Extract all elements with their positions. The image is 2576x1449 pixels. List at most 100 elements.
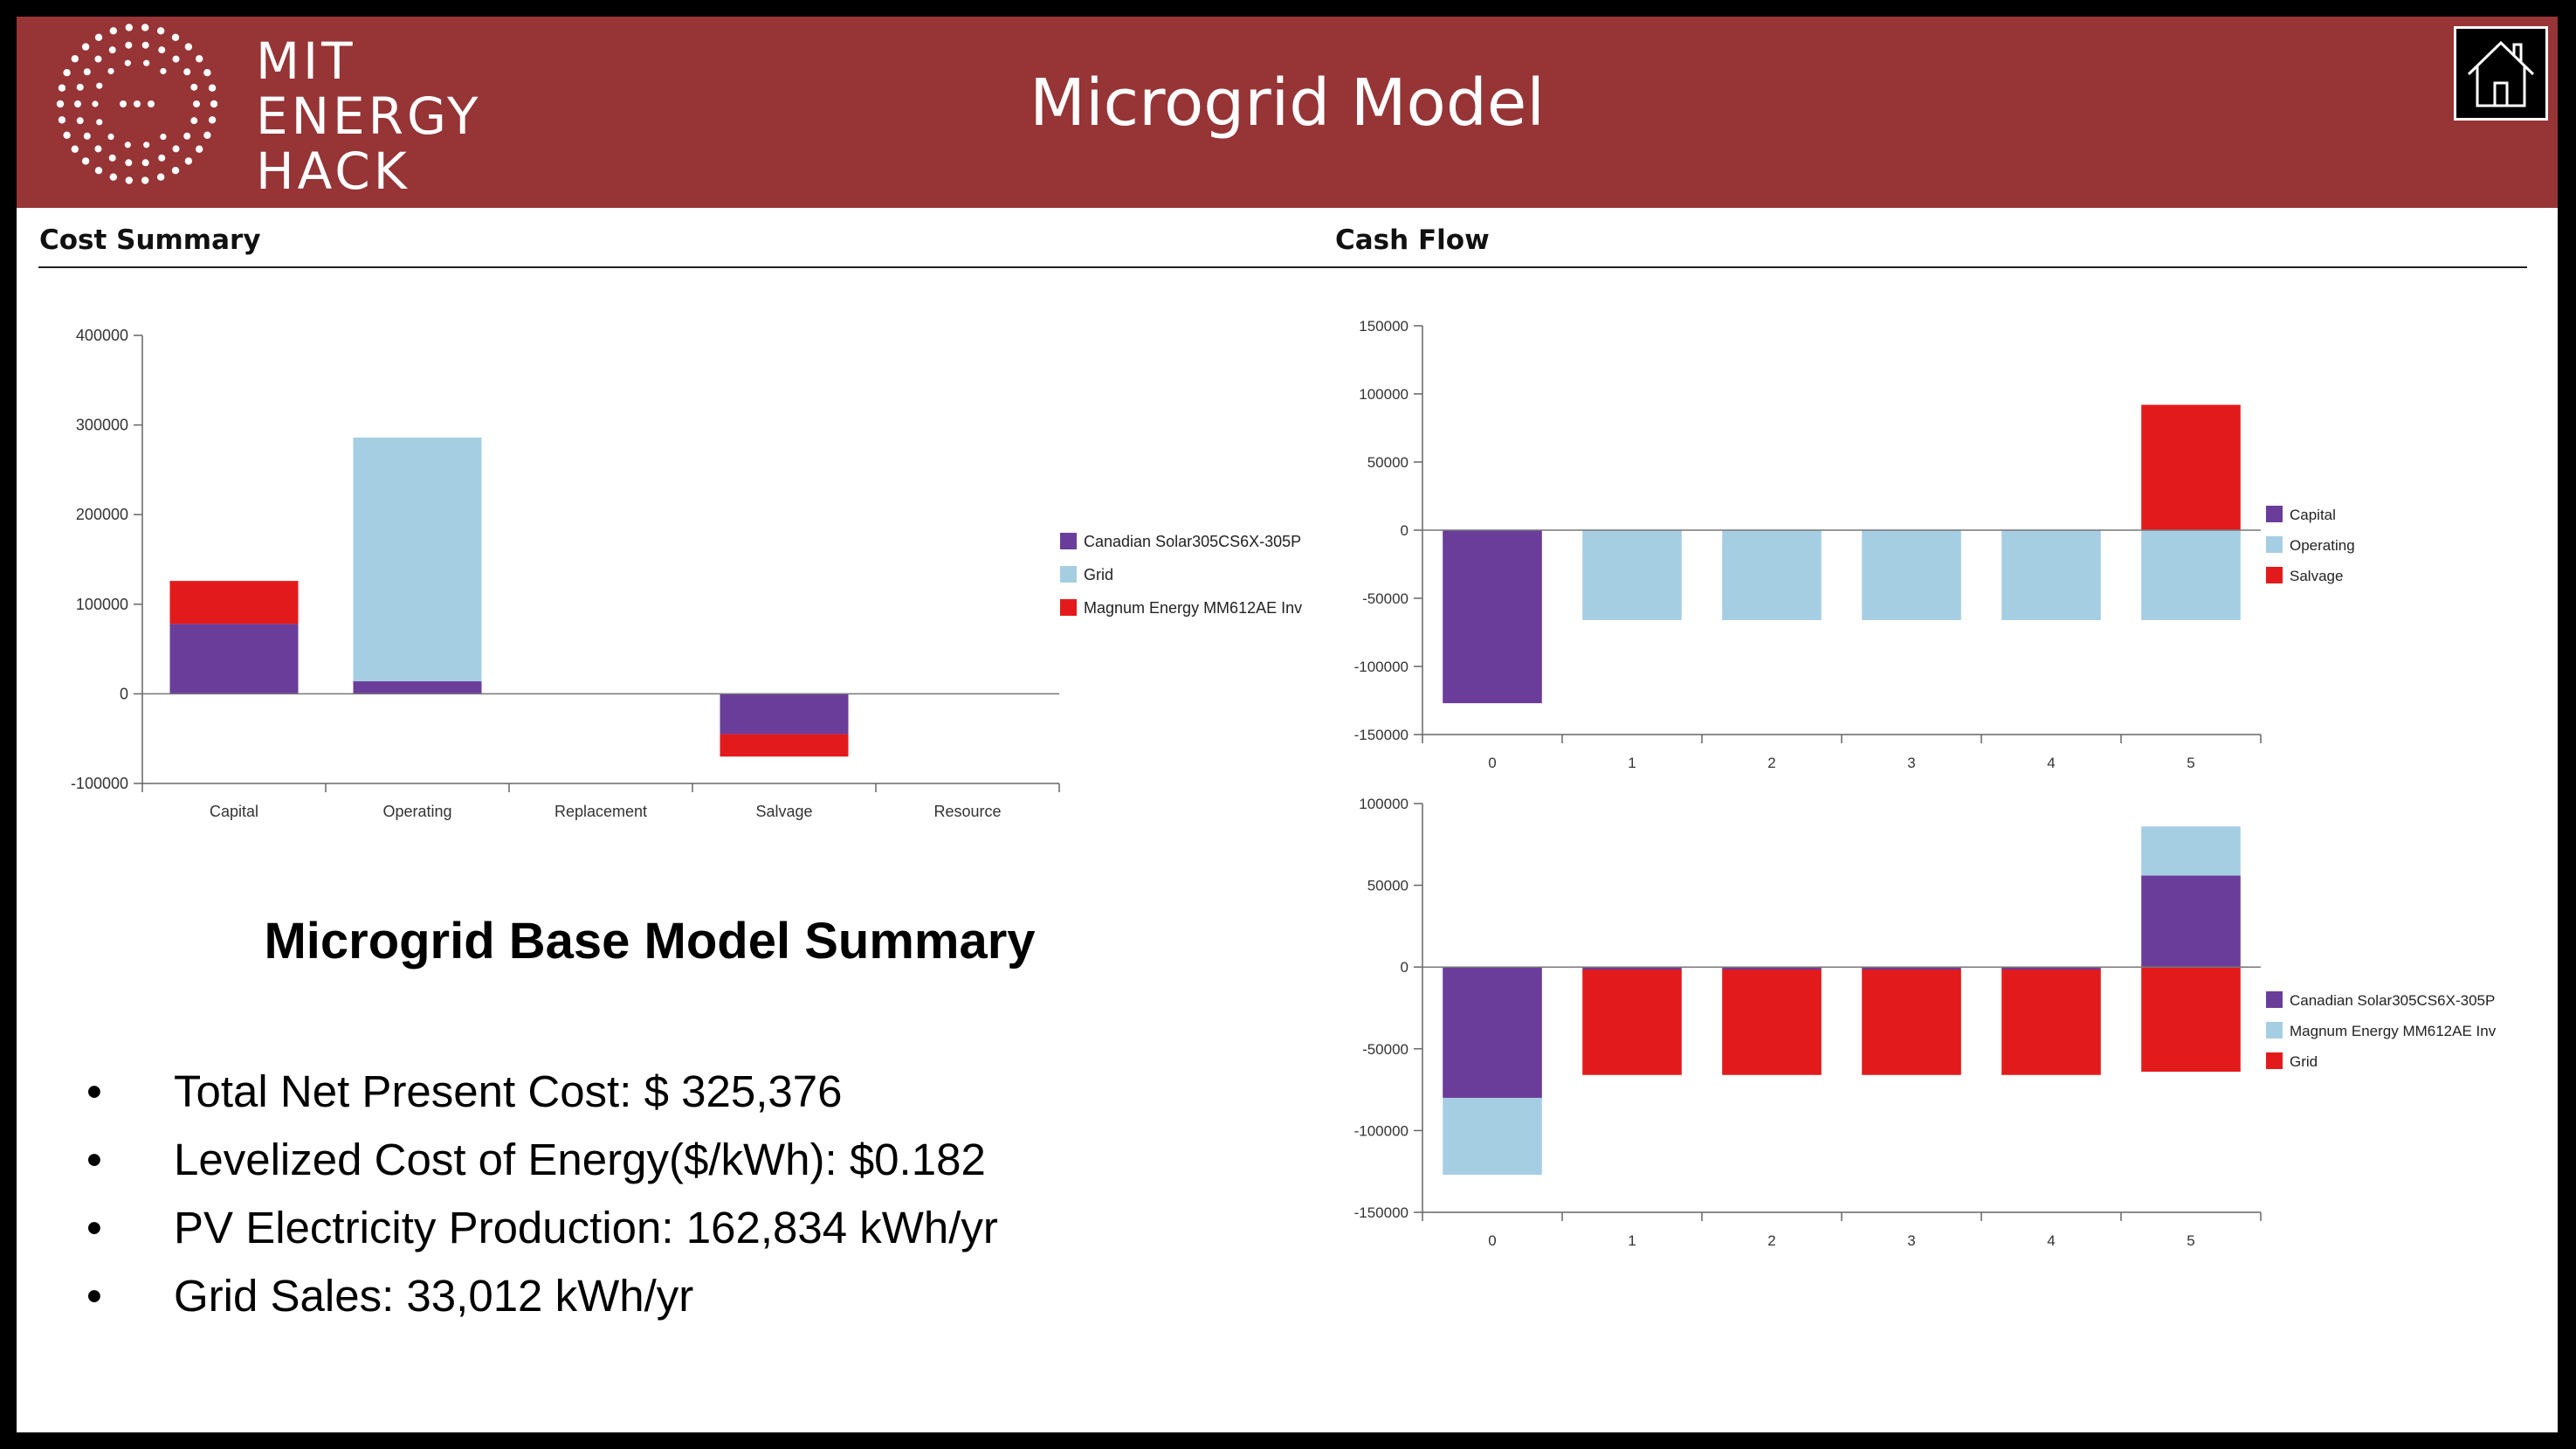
x-tick-label: 3 [1907, 755, 1915, 768]
legend-swatch [2266, 1022, 2283, 1038]
bar-5-1 [2141, 826, 2241, 876]
page-title: Microgrid Model [1030, 66, 1545, 141]
bar-1-1 [353, 437, 482, 682]
legend-swatch [2266, 567, 2283, 583]
header-bar: MIT ENERGY HACK Microgrid Model [17, 17, 2558, 208]
cash-flow-rule [1335, 266, 2527, 268]
x-tick-label: 2 [1767, 1232, 1775, 1248]
bar-0-0 [169, 624, 299, 694]
legend-label: Grid [1084, 566, 1113, 583]
x-tick-label: 0 [1488, 755, 1496, 768]
legend-swatch [1060, 566, 1077, 583]
home-icon [2467, 40, 2535, 107]
bar-5-2 [2141, 404, 2241, 530]
summary-item-text: Grid Sales: 33,012 kWh/yr [174, 1271, 694, 1321]
summary-item-text: Levelized Cost of Energy($/kWh): $0.182 [174, 1135, 986, 1184]
x-tick-label: 2 [1767, 755, 1775, 768]
legend-swatch [2266, 536, 2283, 553]
x-tick-label: 0 [1488, 1232, 1496, 1248]
x-tick-label: Operating [382, 803, 451, 820]
bar-1-2 [1582, 969, 1682, 1075]
legend-label: Operating [2290, 537, 2355, 554]
slide: MIT ENERGY HACK Microgrid Model Cost Sum… [17, 17, 2558, 1432]
legend-swatch [2266, 991, 2283, 1008]
x-tick-label: Replacement [554, 803, 647, 820]
bar-4-0 [2001, 967, 2101, 970]
cost-summary-rule [38, 266, 1339, 268]
bar-3-2 [720, 734, 849, 757]
cost-summary-heading: Cost Summary [39, 224, 261, 256]
bullet-icon: • [86, 1066, 102, 1116]
bullet-icon: • [86, 1271, 102, 1321]
y-tick-label: 0 [1401, 522, 1409, 539]
y-tick-label: -150000 [1354, 1204, 1409, 1221]
x-tick-label: Capital [210, 803, 258, 820]
y-tick-label: 100000 [76, 596, 128, 613]
bar-0-0 [1443, 530, 1542, 704]
cash-flow-chart-bottom: 100000 50000 0 -50000 -100000 -150000 0 1 2 3 4 5 Ca… [1354, 796, 2497, 1248]
y-tick-label: 400000 [76, 327, 128, 344]
y-tick-label: 200000 [76, 506, 128, 523]
legend-swatch [2266, 1052, 2283, 1069]
x-tick-label: Salvage [755, 803, 812, 820]
logo-dots-icon [56, 24, 218, 184]
y-tick-label: 100000 [1359, 796, 1409, 812]
y-tick-label: 150000 [1359, 318, 1409, 335]
x-tick-label: 3 [1907, 1232, 1915, 1248]
bar-1-1 [1582, 530, 1682, 620]
bullet-icon: • [86, 1135, 102, 1184]
y-tick-label: -150000 [1354, 727, 1409, 743]
x-tick-label: 5 [2187, 1232, 2194, 1248]
bar-4-2 [2001, 969, 2101, 1075]
bar-5-0 [2141, 875, 2241, 968]
logo-text-line-1: MIT [256, 31, 356, 91]
legend-label: Magnum Energy MM612AE Inv [1084, 599, 1302, 617]
y-tick-label: 0 [120, 685, 128, 702]
cost-summary-chart: 400000 300000 200000 100000 0 -100000 Capital O… [71, 327, 1302, 820]
x-tick-label: 4 [2047, 755, 2055, 768]
y-tick-label: 50000 [1367, 878, 1409, 894]
bar-3-2 [1862, 969, 1961, 1075]
cash-flow-chart-top: 150000 100000 50000 0 -50000 -100000 -150000 0 1… [1354, 318, 2355, 768]
summary-item-text: PV Electricity Production: 162,834 kWh/y… [174, 1203, 998, 1252]
bar-2-0 [1722, 967, 1822, 970]
cash-flow-heading: Cash Flow [1335, 224, 1490, 256]
bar-2-2 [1722, 969, 1822, 1075]
x-tick-label: Resource [933, 803, 1001, 820]
y-tick-label: -50000 [1362, 1041, 1409, 1058]
legend-swatch [1060, 533, 1077, 549]
legend-label: Canadian Solar305CS6X-305P [2290, 992, 2495, 1009]
legend-swatch [1060, 599, 1077, 616]
bar-4-1 [2001, 530, 2101, 620]
bar-3-0 [720, 693, 849, 735]
bar-1-0 [1582, 967, 1682, 970]
y-tick-label: -100000 [1354, 659, 1409, 675]
y-tick-label: 100000 [1359, 386, 1409, 403]
y-tick-label: 50000 [1367, 454, 1409, 471]
summary-item-text: Total Net Present Cost: $ 325,376 [174, 1066, 843, 1116]
bar-0-0 [1443, 967, 1542, 1098]
bullet-icon: • [86, 1203, 102, 1252]
legend-label: Grid [2290, 1053, 2318, 1070]
y-tick-label: 300000 [76, 417, 128, 434]
legend-swatch [2266, 506, 2283, 522]
y-tick-label: -50000 [1362, 590, 1409, 607]
legend-label: Magnum Energy MM612AE Inv [2290, 1023, 2497, 1039]
bar-1-0 [353, 681, 482, 694]
y-tick-label: 0 [1401, 959, 1409, 976]
logo-text-line-2: ENERGY [256, 86, 482, 146]
bar-5-1 [2141, 530, 2241, 620]
x-tick-label: 1 [1628, 755, 1636, 768]
summary-title: Microgrid Base Model Summary [264, 913, 1036, 969]
x-tick-label: 5 [2187, 755, 2194, 768]
y-tick-label: -100000 [1354, 1122, 1409, 1139]
legend-label: Canadian Solar305CS6X-305P [1084, 533, 1301, 550]
bar-3-0 [1862, 967, 1961, 970]
legend-label: Salvage [2290, 568, 2343, 584]
home-button[interactable] [2454, 26, 2548, 121]
x-tick-label: 4 [2047, 1232, 2055, 1248]
logo-text-line-3: HACK [256, 141, 410, 201]
y-tick-label: -100000 [71, 775, 128, 792]
bar-3-1 [1862, 530, 1961, 620]
bar-0-2 [169, 581, 299, 624]
